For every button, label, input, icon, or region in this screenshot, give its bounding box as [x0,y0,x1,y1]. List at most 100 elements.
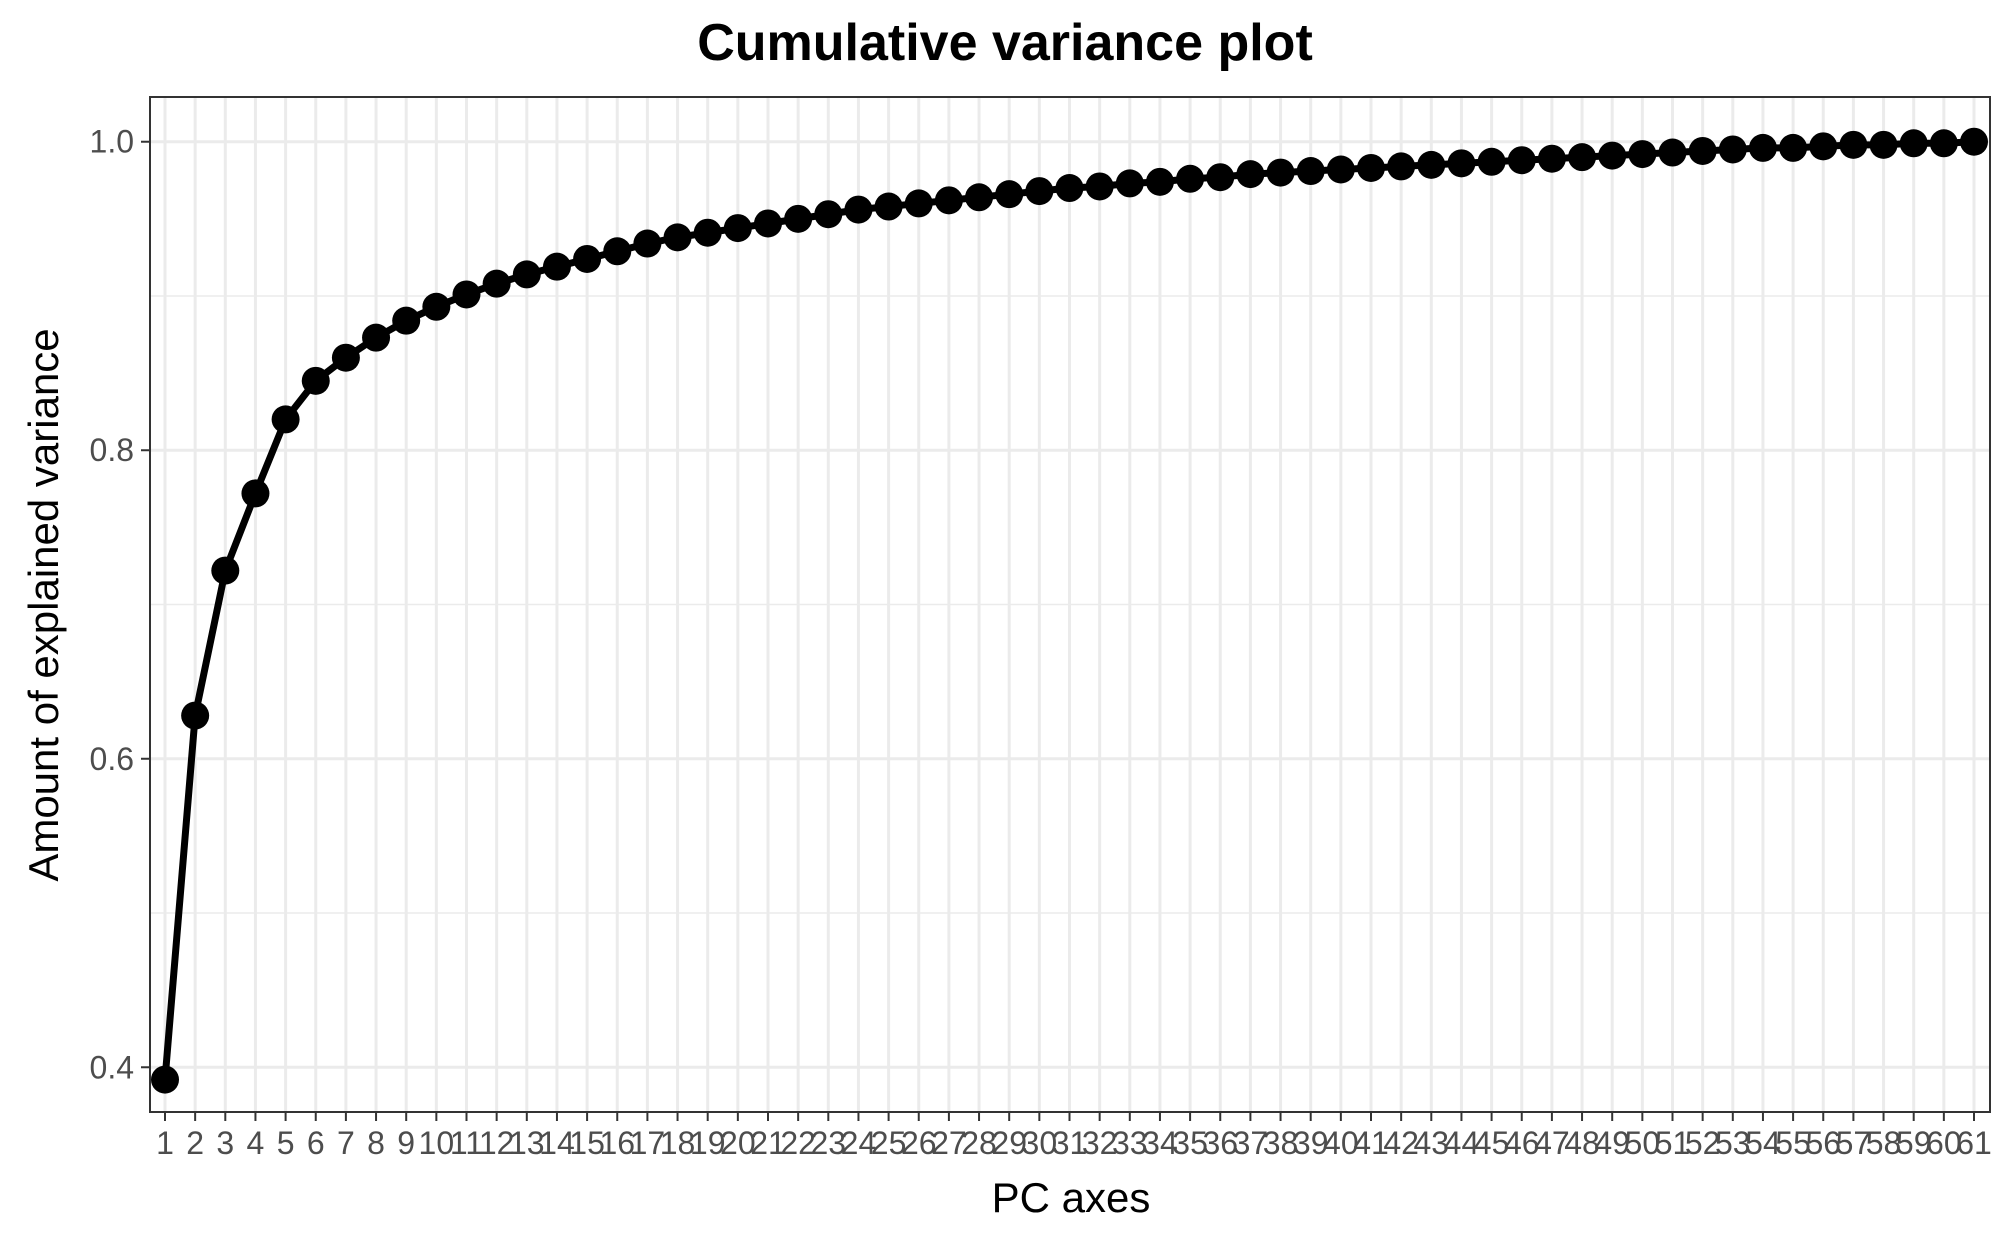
x-tick-label: 13 [509,1125,545,1161]
x-tick-label: 40 [1323,1125,1359,1161]
x-tick-label: 23 [811,1125,847,1161]
x-tick-label: 58 [1866,1125,1902,1161]
data-point [1025,177,1054,206]
data-point [965,183,994,212]
data-point [512,260,541,289]
chart-title: Cumulative variance plot [697,14,1313,72]
x-tick-label: 1 [156,1125,174,1161]
data-point [1779,133,1808,162]
y-tick-label: 0.4 [90,1049,134,1085]
data-point [542,252,571,281]
data-point [754,209,782,238]
data-point [1206,163,1235,192]
data-point [934,186,963,215]
data-point [1055,174,1084,203]
x-tick-label: 5 [277,1125,295,1161]
x-tick-label: 7 [337,1125,355,1161]
data-point [1266,158,1295,187]
x-tick-label: 34 [1142,1125,1178,1161]
data-point [1477,147,1506,176]
x-tick-label: 15 [569,1125,605,1161]
x-tick-label: 52 [1685,1125,1721,1161]
x-tick-label: 17 [630,1125,666,1161]
x-tick-label: 32 [1082,1125,1118,1161]
x-tick-label: 35 [1172,1125,1208,1161]
x-tick-label: 43 [1414,1125,1450,1161]
data-point [995,180,1024,209]
x-tick-label: 31 [1052,1125,1088,1161]
data-point [241,479,270,508]
data-point [784,204,813,233]
x-tick-label: 16 [599,1125,635,1161]
x-tick-label: 2 [186,1125,204,1161]
data-point [1658,138,1687,167]
data-point [1326,155,1355,184]
x-tick-label: 37 [1233,1125,1269,1161]
data-point [482,269,511,298]
y-tick-label: 0.6 [90,741,134,777]
x-tick-label: 44 [1444,1125,1480,1161]
data-point [151,1065,179,1094]
data-point [1085,172,1114,201]
x-tick-label: 28 [961,1125,997,1161]
data-point [301,366,330,395]
data-point [331,343,360,372]
data-point [1115,169,1144,198]
x-tick-label: 36 [1202,1125,1238,1161]
x-tick-label: 8 [367,1125,385,1161]
data-point [814,200,843,229]
x-axis-ticks: 1 2 3 4 5 6 7 8 9 1011121314151617181920212223242… [156,1112,1992,1161]
data-point [1357,153,1385,182]
data-point [211,556,240,585]
data-point [1869,130,1898,159]
data-point [693,218,722,247]
data-point [1145,167,1174,196]
x-tick-label: 60 [1926,1125,1962,1161]
x-tick-label: 10 [419,1125,455,1161]
x-axis-label: PC axes [992,1174,1151,1221]
x-tick-label: 20 [720,1125,756,1161]
data-point [392,306,421,335]
data-point [1507,146,1536,175]
data-point [1176,164,1205,193]
x-tick-label: 6 [307,1125,325,1161]
x-tick-label: 25 [871,1125,907,1161]
x-tick-label: 14 [539,1125,575,1161]
x-tick-label: 27 [931,1125,967,1161]
x-tick-label: 19 [690,1125,726,1161]
x-tick-label: 22 [780,1125,816,1161]
data-point [723,214,752,243]
x-tick-label: 30 [1022,1125,1058,1161]
x-tick-label: 42 [1383,1125,1419,1161]
x-tick-label: 49 [1594,1125,1630,1161]
x-tick-label: 3 [216,1125,234,1161]
x-tick-label: 4 [247,1125,265,1161]
x-tick-label: 33 [1112,1125,1148,1161]
data-point [573,244,602,273]
x-tick-label: 51 [1655,1125,1691,1161]
data-point [1537,144,1566,173]
x-tick-label: 29 [991,1125,1027,1161]
y-tick-label: 0.8 [90,432,134,468]
data-point [1417,150,1446,179]
x-tick-label: 53 [1715,1125,1751,1161]
x-tick-label: 54 [1745,1125,1781,1161]
x-tick-label: 46 [1504,1125,1540,1161]
x-tick-label: 48 [1564,1125,1600,1161]
data-point [1718,135,1747,164]
data-point [663,223,692,252]
x-tick-label: 24 [841,1125,877,1161]
data-point [844,195,873,224]
data-point [1387,152,1416,181]
data-point [1688,136,1717,165]
data-point [1960,127,1988,156]
data-point [874,192,903,221]
data-point [1809,132,1838,161]
data-points-group [151,127,1988,1094]
y-axis-label: Amount of explained variance [20,328,67,881]
data-point [1929,129,1958,158]
x-tick-label: 11 [450,1125,483,1161]
data-point [1296,157,1325,186]
data-point [1598,141,1627,170]
